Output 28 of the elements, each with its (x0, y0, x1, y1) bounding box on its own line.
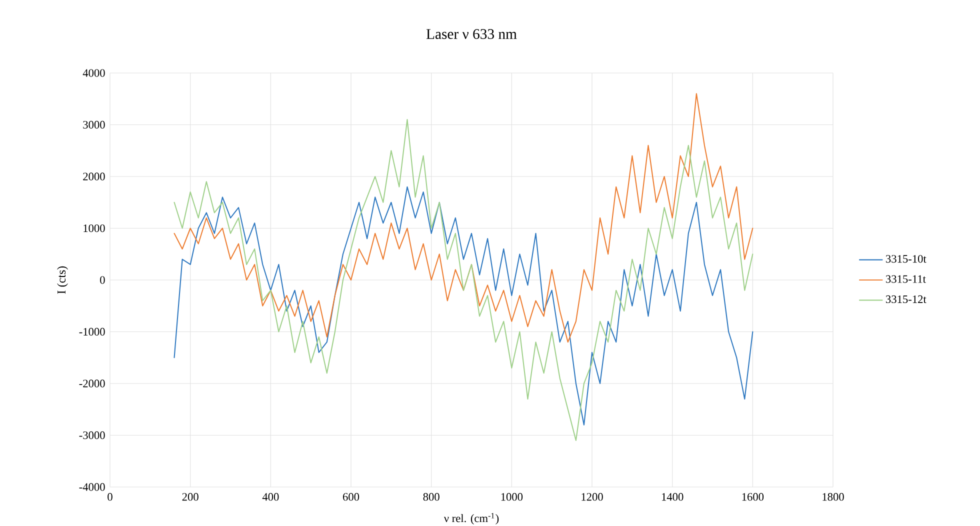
y-tick-label: 4000 (82, 69, 105, 77)
y-tick-label: -2000 (79, 380, 105, 388)
legend-label: 3315-12t (886, 295, 926, 304)
x-tick-label: 1000 (501, 493, 523, 501)
x-tick-label: 1800 (822, 493, 844, 501)
y-tick-label: 0 (100, 276, 105, 284)
y-tick-label: -3000 (79, 431, 105, 440)
y-tick-label: -1000 (79, 328, 105, 336)
y-tick-label: 3000 (83, 120, 105, 129)
x-axis-title: ν rel. (cm$^{-1}$) (444, 513, 499, 524)
line-series (174, 93, 754, 343)
x-tick-label: 200 (182, 493, 198, 501)
line-series (174, 119, 754, 441)
x-tick-label: 1600 (742, 493, 764, 501)
line-series (174, 186, 754, 426)
x-tick-label: 1200 (582, 493, 603, 501)
x-tick-label: 0 (108, 493, 112, 501)
x-tick-label: 400 (262, 493, 279, 501)
x-tick-label: 800 (423, 493, 440, 501)
y-axis-title: I (cts) (57, 266, 68, 294)
x-tick-label: 1400 (662, 493, 684, 501)
x-tick-label: 600 (342, 493, 360, 501)
chart-title: Laser ν 633 nm (426, 29, 517, 39)
legend-label: 3315-10t (886, 255, 926, 263)
legend-label: 3315-11t (886, 275, 926, 283)
y-tick-label: 2000 (83, 172, 105, 180)
y-tick-label: 1000 (84, 224, 105, 232)
y-tick-label: -4000 (79, 483, 105, 491)
